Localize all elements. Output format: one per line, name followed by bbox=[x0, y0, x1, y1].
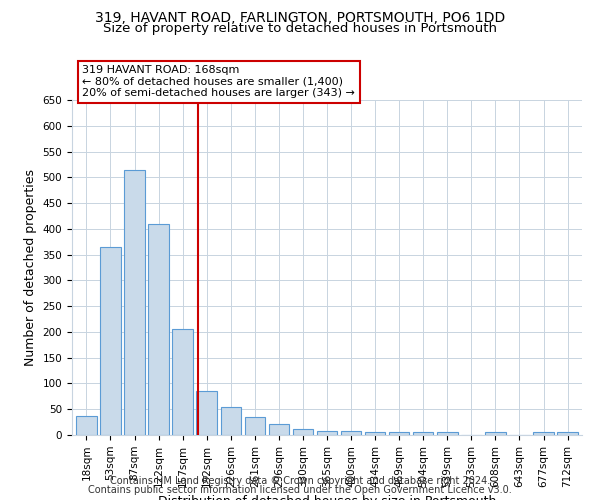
Bar bbox=[485, 432, 506, 435]
Bar bbox=[269, 424, 289, 435]
Bar bbox=[148, 224, 169, 435]
Bar bbox=[437, 432, 458, 435]
Bar bbox=[124, 170, 145, 435]
Bar bbox=[341, 431, 361, 435]
Text: Size of property relative to detached houses in Portsmouth: Size of property relative to detached ho… bbox=[103, 22, 497, 35]
Bar bbox=[533, 432, 554, 435]
Bar bbox=[413, 432, 433, 435]
Bar bbox=[245, 417, 265, 435]
Bar bbox=[365, 432, 385, 435]
Y-axis label: Number of detached properties: Number of detached properties bbox=[24, 169, 37, 366]
Bar bbox=[221, 406, 241, 435]
Bar bbox=[293, 429, 313, 435]
Bar bbox=[76, 416, 97, 435]
Text: 319, HAVANT ROAD, FARLINGTON, PORTSMOUTH, PO6 1DD: 319, HAVANT ROAD, FARLINGTON, PORTSMOUTH… bbox=[95, 11, 505, 25]
X-axis label: Distribution of detached houses by size in Portsmouth: Distribution of detached houses by size … bbox=[158, 495, 496, 500]
Text: 319 HAVANT ROAD: 168sqm
← 80% of detached houses are smaller (1,400)
20% of semi: 319 HAVANT ROAD: 168sqm ← 80% of detache… bbox=[82, 65, 355, 98]
Bar bbox=[389, 432, 409, 435]
Bar bbox=[172, 330, 193, 435]
Bar bbox=[196, 391, 217, 435]
Text: Contains public sector information licensed under the Open Government Licence v3: Contains public sector information licen… bbox=[88, 485, 512, 495]
Bar bbox=[317, 431, 337, 435]
Bar bbox=[100, 247, 121, 435]
Bar bbox=[557, 432, 578, 435]
Text: Contains HM Land Registry data © Crown copyright and database right 2024.: Contains HM Land Registry data © Crown c… bbox=[110, 476, 490, 486]
